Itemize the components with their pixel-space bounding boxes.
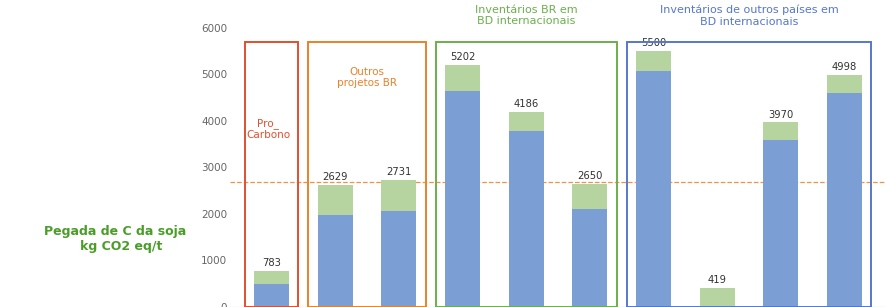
Text: Inventários BR em
BD internacionais: Inventários BR em BD internacionais [475, 5, 578, 26]
Bar [318, 185, 353, 215]
Bar [636, 71, 671, 307]
Bar [509, 131, 544, 307]
Bar [764, 141, 798, 307]
Bar [764, 122, 798, 141]
Bar [436, 42, 617, 307]
Text: 783: 783 [262, 258, 281, 268]
Text: Outros
projetos BR: Outros projetos BR [337, 67, 397, 88]
Bar [445, 65, 480, 91]
Bar [381, 180, 416, 211]
Text: Inventários de outros países em
BD internacionais: Inventários de outros países em BD inter… [660, 5, 838, 27]
Bar [828, 75, 862, 94]
Bar [636, 51, 671, 71]
Text: 5202: 5202 [450, 52, 475, 62]
Text: Pro_
Carbono: Pro_ Carbono [246, 118, 291, 141]
Bar [509, 112, 544, 131]
Bar [254, 270, 289, 284]
Bar [254, 284, 289, 307]
Text: 2629: 2629 [323, 172, 348, 182]
Bar [828, 94, 862, 307]
Bar [245, 42, 299, 307]
Text: 5500: 5500 [641, 38, 666, 49]
Bar [572, 184, 608, 209]
Bar [572, 209, 608, 307]
Bar [381, 211, 416, 307]
Bar [308, 42, 425, 307]
Text: 2650: 2650 [577, 171, 602, 181]
Text: 4186: 4186 [514, 99, 539, 109]
Text: 3970: 3970 [768, 110, 794, 119]
Text: 419: 419 [708, 275, 727, 285]
Bar [626, 42, 871, 307]
Bar [318, 215, 353, 307]
Text: Pegada de C da soja
   kg CO2 eq/t: Pegada de C da soja kg CO2 eq/t [44, 225, 186, 254]
Text: 2731: 2731 [386, 167, 412, 177]
Bar [700, 288, 734, 307]
Bar [445, 91, 480, 307]
Text: 4998: 4998 [832, 62, 858, 72]
